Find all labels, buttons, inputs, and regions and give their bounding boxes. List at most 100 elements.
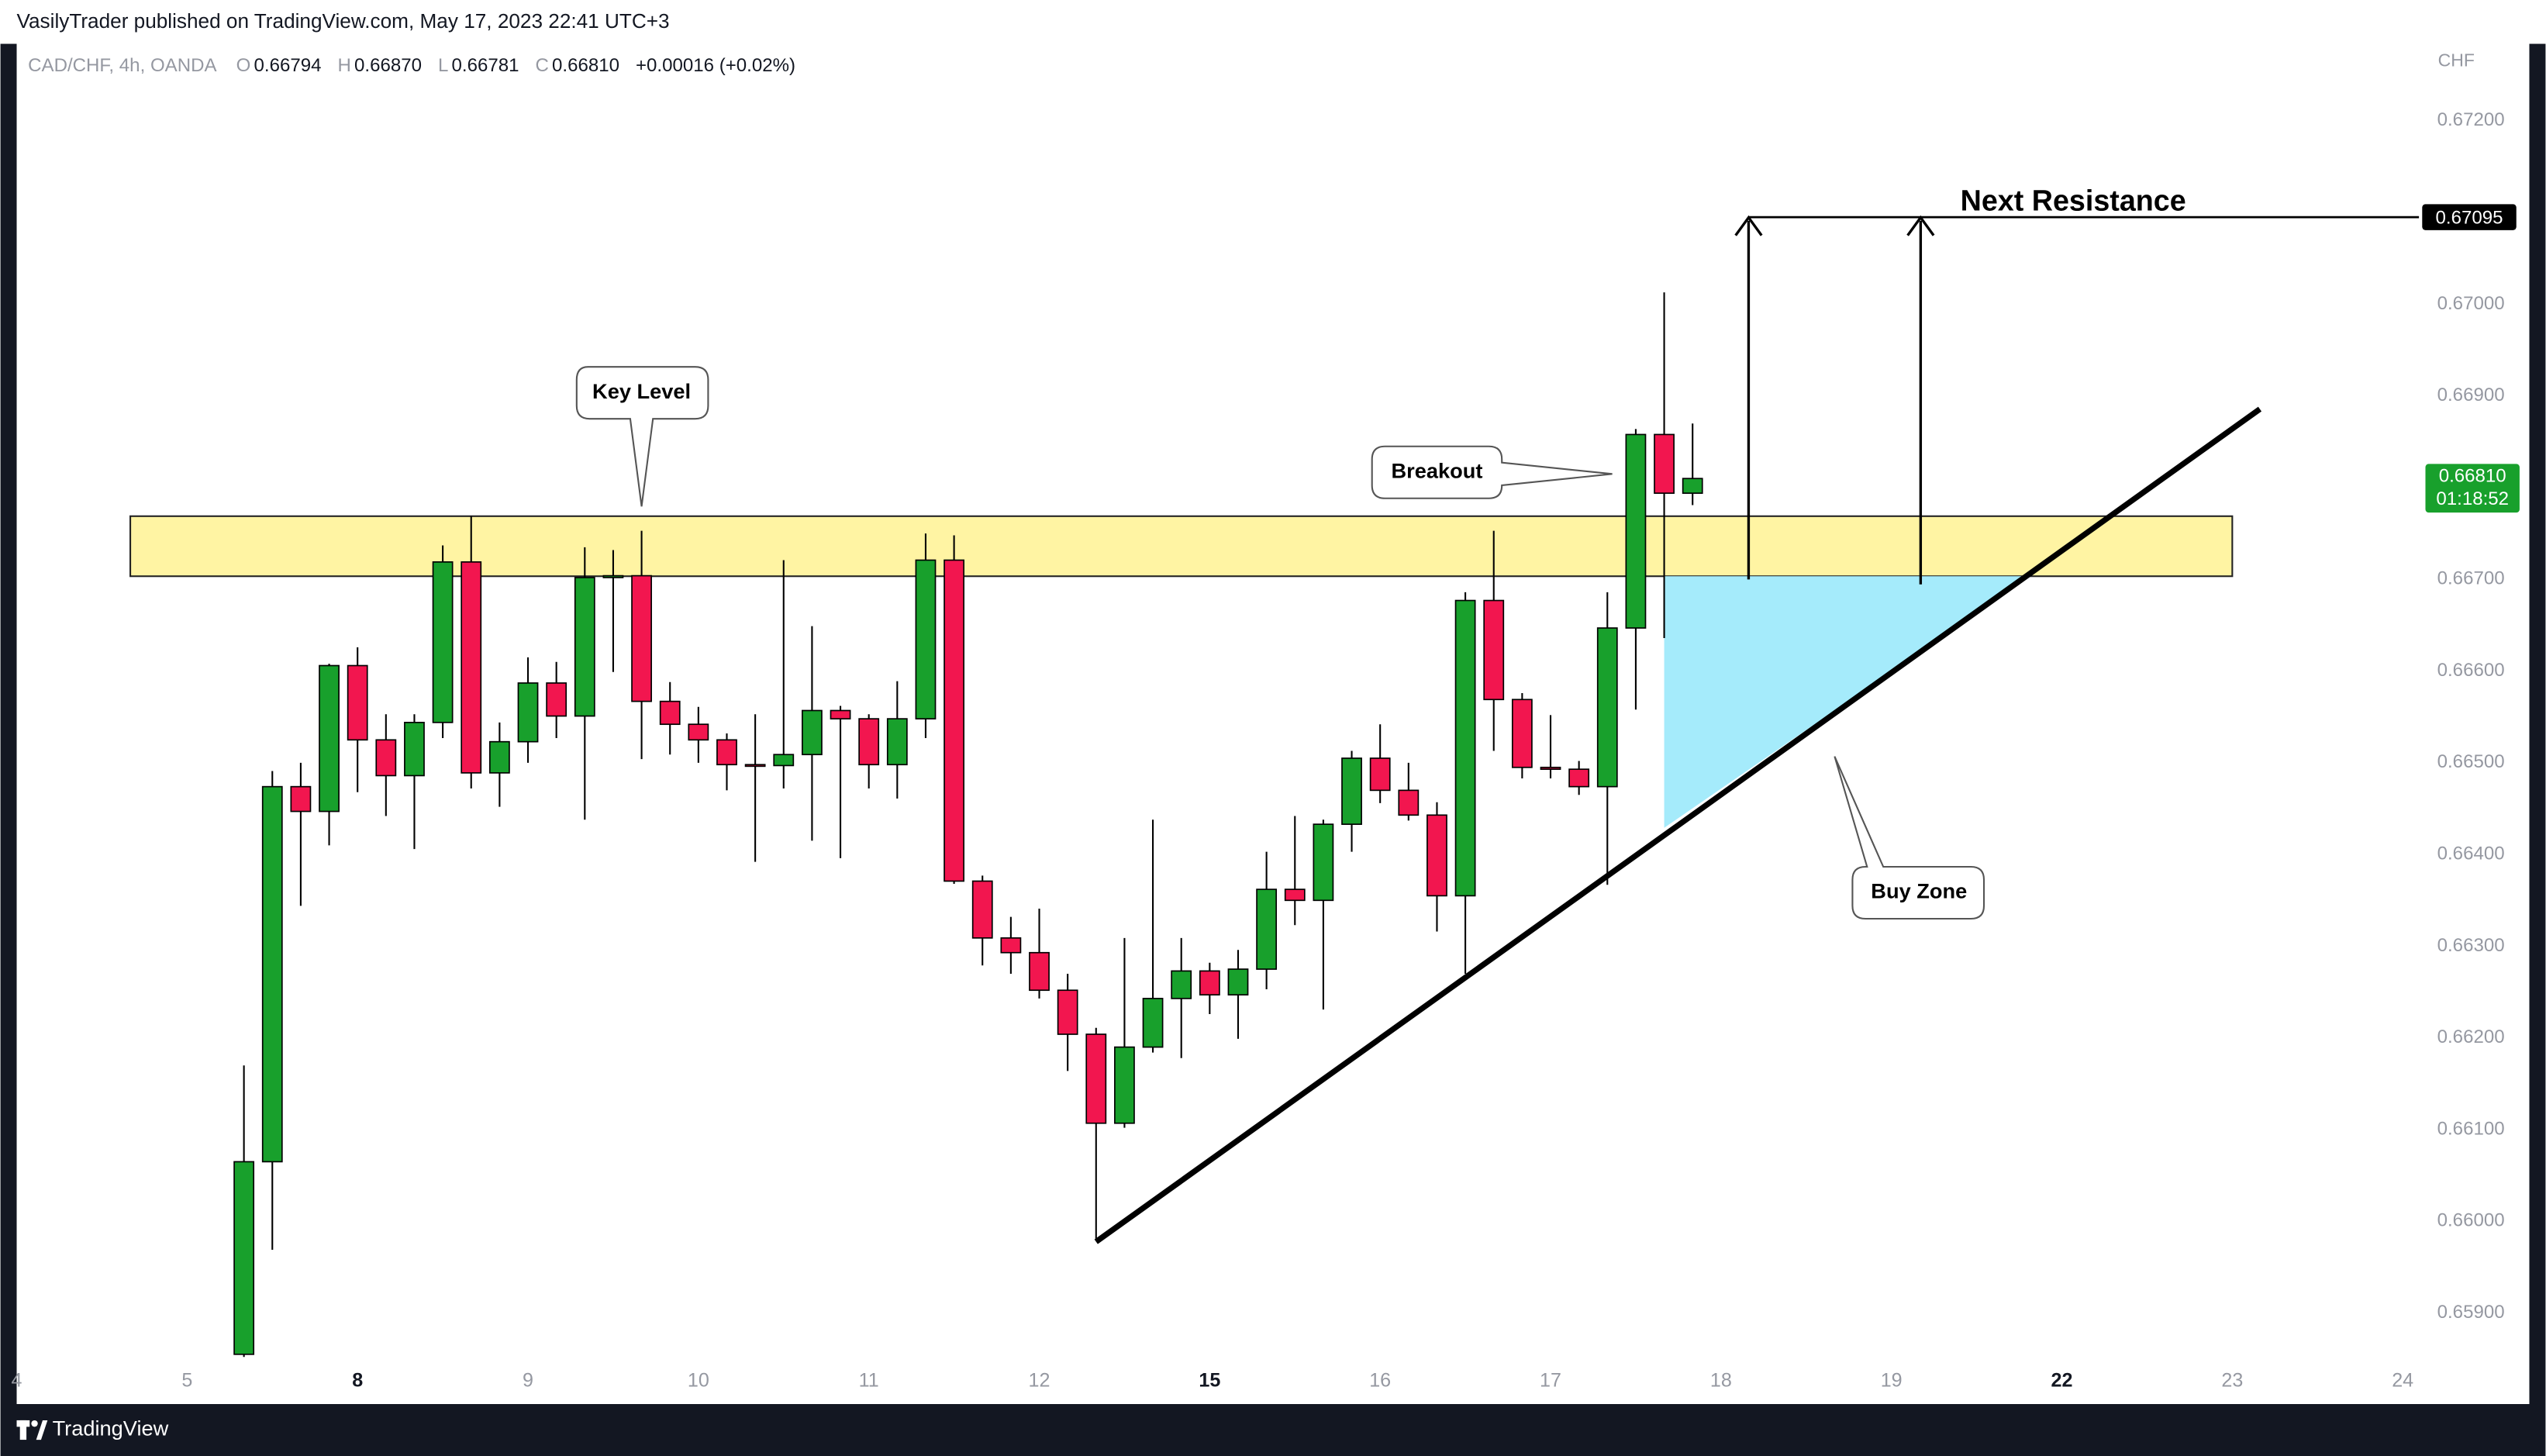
x-tick-label: 16 bbox=[1369, 1369, 1391, 1391]
candle-body bbox=[290, 785, 312, 813]
header-high: 0.66870 bbox=[354, 55, 422, 76]
logo-part bbox=[19, 1420, 27, 1440]
candle-body bbox=[944, 559, 964, 882]
candle-body bbox=[1540, 766, 1561, 771]
candle-body bbox=[1142, 998, 1164, 1048]
x-tick-label: 17 bbox=[1540, 1369, 1561, 1391]
y-tick-label: 0.66300 bbox=[2437, 935, 2505, 956]
header-low: 0.66781 bbox=[452, 55, 519, 76]
candle-body bbox=[1483, 599, 1505, 701]
candle-body bbox=[432, 561, 454, 723]
candle-body bbox=[375, 739, 397, 777]
candle-body bbox=[1085, 1033, 1107, 1124]
candle-body bbox=[659, 700, 681, 726]
left-frame bbox=[0, 43, 17, 1405]
candle-body bbox=[1000, 937, 1022, 954]
y-tick-label: 0.67200 bbox=[2437, 109, 2505, 130]
candle-body bbox=[1682, 478, 1703, 494]
candle-body bbox=[830, 709, 851, 719]
x-tick-label: 23 bbox=[2221, 1369, 2243, 1391]
candle-body bbox=[1256, 888, 1278, 970]
breakout-label: Breakout bbox=[1391, 458, 1482, 482]
candle-body bbox=[1511, 699, 1533, 768]
header-l-label: L bbox=[438, 55, 448, 76]
candle-body bbox=[1029, 951, 1050, 992]
candle-body bbox=[261, 785, 283, 1163]
candle-body bbox=[802, 709, 823, 756]
candle-body bbox=[602, 574, 624, 578]
candle-body bbox=[1625, 433, 1647, 629]
x-tick-label: 8 bbox=[352, 1369, 363, 1391]
x-tick-label: 18 bbox=[1710, 1369, 1732, 1391]
y-tick-label: 0.66700 bbox=[2437, 568, 2505, 589]
price-tag bbox=[2422, 204, 2517, 230]
candle-body bbox=[1427, 814, 1447, 897]
header-change: +0.00016 (+0.02%) bbox=[636, 55, 795, 76]
header-close: 0.66810 bbox=[552, 55, 619, 76]
candle-body bbox=[1199, 970, 1220, 995]
brand: TradingView bbox=[53, 1416, 169, 1440]
logo-part bbox=[31, 1420, 38, 1427]
x-tick-label: 4 bbox=[12, 1369, 22, 1391]
candle-body bbox=[971, 880, 993, 939]
x-tick-label: 12 bbox=[1029, 1369, 1050, 1391]
header-symbol: CAD/CHF, 4h, OANDA bbox=[28, 55, 216, 76]
y-tick-label: 0.66100 bbox=[2437, 1118, 2505, 1139]
y-tick-label: 0.66400 bbox=[2437, 844, 2505, 864]
candle-body bbox=[744, 764, 766, 768]
candle-body bbox=[1654, 433, 1675, 494]
candle-body bbox=[1057, 989, 1078, 1035]
next-resistance-label: Next Resistance bbox=[1961, 185, 2186, 217]
candle-body bbox=[1284, 888, 1306, 902]
currency-label: CHF bbox=[2438, 50, 2475, 71]
candle-body bbox=[1341, 757, 1362, 825]
y-tick-label: 0.66500 bbox=[2437, 751, 2505, 772]
x-tick-label: 24 bbox=[2392, 1369, 2413, 1391]
legend-header: CAD/CHF, 4h, OANDA O 0.66794 H 0.66870 L 0.667… bbox=[28, 55, 795, 76]
candle-body bbox=[517, 682, 539, 743]
header-h-label: H bbox=[337, 55, 350, 76]
countdown: 01:18:52 bbox=[2436, 488, 2509, 509]
candle-body bbox=[404, 722, 425, 777]
x-tick-label: 22 bbox=[2051, 1369, 2073, 1391]
candle-body bbox=[716, 739, 737, 766]
candle-body bbox=[1114, 1046, 1135, 1124]
byline: VasilyTrader published on TradingView.co… bbox=[17, 9, 670, 33]
candle-body bbox=[1568, 768, 1590, 788]
y-tick-label: 0.66000 bbox=[2437, 1210, 2505, 1231]
callout bbox=[575, 366, 709, 507]
candle-body bbox=[347, 664, 368, 741]
footer-bar bbox=[0, 1404, 2546, 1456]
x-tick-label: 19 bbox=[1881, 1369, 1903, 1391]
candle-body bbox=[631, 574, 652, 702]
x-tick-label: 11 bbox=[859, 1369, 879, 1391]
candle-body bbox=[915, 559, 937, 719]
x-tick-label: 15 bbox=[1199, 1369, 1220, 1391]
header-c-label: C bbox=[535, 55, 548, 76]
header-open: 0.66794 bbox=[254, 55, 322, 76]
candle-body bbox=[461, 561, 482, 774]
price-tag-label: 0.67095 bbox=[2436, 208, 2503, 229]
candle-body bbox=[886, 718, 908, 766]
candle-body bbox=[1313, 823, 1334, 902]
candle-body bbox=[1398, 789, 1420, 816]
y-tick-label: 0.66900 bbox=[2437, 385, 2505, 405]
y-tick-label: 0.66600 bbox=[2437, 660, 2505, 681]
last-price-label: 0.66810 bbox=[2439, 465, 2506, 486]
header-o-label: O bbox=[236, 55, 251, 76]
candle-body bbox=[546, 682, 568, 717]
y-tick-label: 0.65900 bbox=[2437, 1302, 2505, 1323]
candle-body bbox=[1227, 968, 1249, 995]
candle-body bbox=[1369, 757, 1391, 792]
candle-body bbox=[319, 664, 340, 813]
candle-body bbox=[773, 754, 795, 767]
candle-body bbox=[1454, 599, 1476, 897]
candle-body bbox=[688, 723, 709, 741]
y-tick-label: 0.67000 bbox=[2437, 293, 2505, 314]
brand-logo bbox=[16, 1420, 48, 1440]
callout bbox=[1834, 756, 1985, 920]
candle-body bbox=[488, 740, 510, 774]
callout bbox=[1371, 445, 1613, 499]
